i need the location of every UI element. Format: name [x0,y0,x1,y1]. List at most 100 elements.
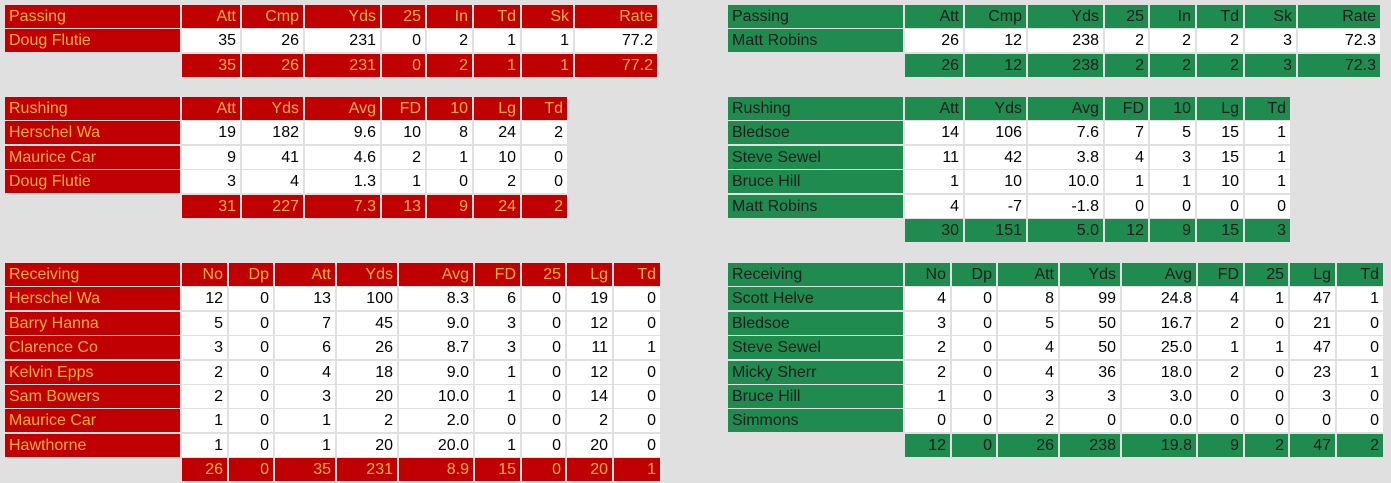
stat-cell: 36 [1060,360,1120,384]
stat-cell: 14 [567,385,612,408]
stat-cell: 0 [522,170,567,194]
total-cell: 0 [952,433,996,457]
stat-cell: 0.0 [1122,409,1196,433]
stat-cell: 47 [1290,336,1335,360]
total-cell: 26 [905,53,963,77]
stat-cell: 6 [275,336,335,360]
stat-cell: 1 [382,170,425,194]
stat-cell: 5 [182,311,227,335]
column-header: Yds [305,5,380,28]
column-header: Lg [567,263,612,286]
stat-cell: 2 [474,170,520,194]
stat-cell: 0 [1245,385,1288,408]
stat-cell: 3 [905,311,950,335]
player-name: Bledsoe [728,121,903,145]
stat-cell: 47 [1290,287,1335,311]
stat-cell: 1 [182,409,227,433]
total-cell: 9 [427,194,472,218]
stat-cell: 0 [1337,409,1383,433]
total-cell: 151 [965,219,1026,242]
player-name: Bruce Hill [728,170,903,194]
player-name: Doug Flutie [5,29,180,53]
stat-cell: 3 [475,311,520,335]
column-header: FD [1105,97,1148,120]
stat-cell: 0 [229,311,273,335]
column-header: No [905,263,950,286]
player-name: Herschel Wa [5,287,180,311]
stat-cell: 9 [182,145,240,169]
total-cell: 19.8 [1122,433,1196,457]
total-cell: 8.9 [399,458,473,482]
column-header: In [1150,5,1195,28]
stat-cell: 100 [337,287,397,311]
stat-cell: 0 [1105,194,1148,218]
stat-cell: 26 [242,29,303,53]
total-cell: 77.2 [575,53,657,77]
stat-cell: 1 [427,145,472,169]
section-title: Rushing [5,97,180,120]
player-name: Scott Helve [728,287,903,311]
stat-cell: 0 [1245,360,1288,384]
stat-cell: 2 [1198,360,1243,384]
stat-cell: 3.8 [1028,145,1103,169]
player-name: Steve Sewel [728,336,903,360]
total-cell: 2 [1105,53,1148,77]
stat-cell: 0 [229,385,273,408]
stat-cell: 1 [522,29,573,53]
total-cell: 26 [998,433,1058,457]
column-header: Yds [965,97,1026,120]
column-header: 25 [382,5,425,28]
total-cell: 9 [1150,219,1195,242]
stat-cell: 12 [567,360,612,384]
stat-cell: 0 [382,29,425,53]
column-header: Lg [1197,97,1243,120]
stat-cell: 4 [275,360,335,384]
total-cell: 12 [965,53,1026,77]
stat-cell: 0 [614,385,660,408]
stat-cell: 7.6 [1028,121,1103,145]
stat-cell: 8 [427,121,472,145]
player-name: Doug Flutie [5,170,180,194]
total-cell: 227 [242,194,303,218]
total-cell: 15 [1197,219,1243,242]
column-header: Att [275,263,335,286]
stat-cell: 18 [337,360,397,384]
stat-cell: 72.3 [1298,29,1380,53]
stat-cell: 0 [614,433,660,457]
stat-cell: 4 [998,336,1058,360]
total-cell: 35 [182,53,240,77]
column-header: Td [522,97,567,120]
column-header: Att [182,97,240,120]
stat-cell: 0 [614,311,660,335]
stat-cell: 21 [1290,311,1335,335]
stat-cell: 26 [337,336,397,360]
stat-cell: 0 [522,360,565,384]
stat-cell: 5 [1150,121,1195,145]
column-header: In [427,5,472,28]
total-cell: 2 [427,53,472,77]
column-header: Dp [229,263,273,286]
column-header: Rate [1298,5,1380,28]
stat-cell: 24.8 [1122,287,1196,311]
stat-cell: 3 [275,385,335,408]
column-header: Yds [242,97,303,120]
total-cell: 7.3 [305,194,380,218]
player-name: Herschel Wa [5,121,180,145]
column-header: Avg [305,97,380,120]
stat-cell: 11 [567,336,612,360]
stat-cell: 0 [522,433,565,457]
total-cell: 72.3 [1298,53,1380,77]
column-header: Att [905,97,963,120]
stat-cell: 1 [905,385,950,408]
player-name: Matt Robins [728,29,903,53]
column-header: Lg [474,97,520,120]
stat-cell: 0 [1197,194,1243,218]
column-header: 10 [427,97,472,120]
stat-cell: 0 [1245,409,1288,433]
player-name: Hawthorne [5,433,180,457]
column-header: 25 [1245,263,1288,286]
stat-cell: 9.6 [305,121,380,145]
stat-cell: 20 [337,433,397,457]
column-header: Lg [1290,263,1335,286]
column-header: No [182,263,227,286]
